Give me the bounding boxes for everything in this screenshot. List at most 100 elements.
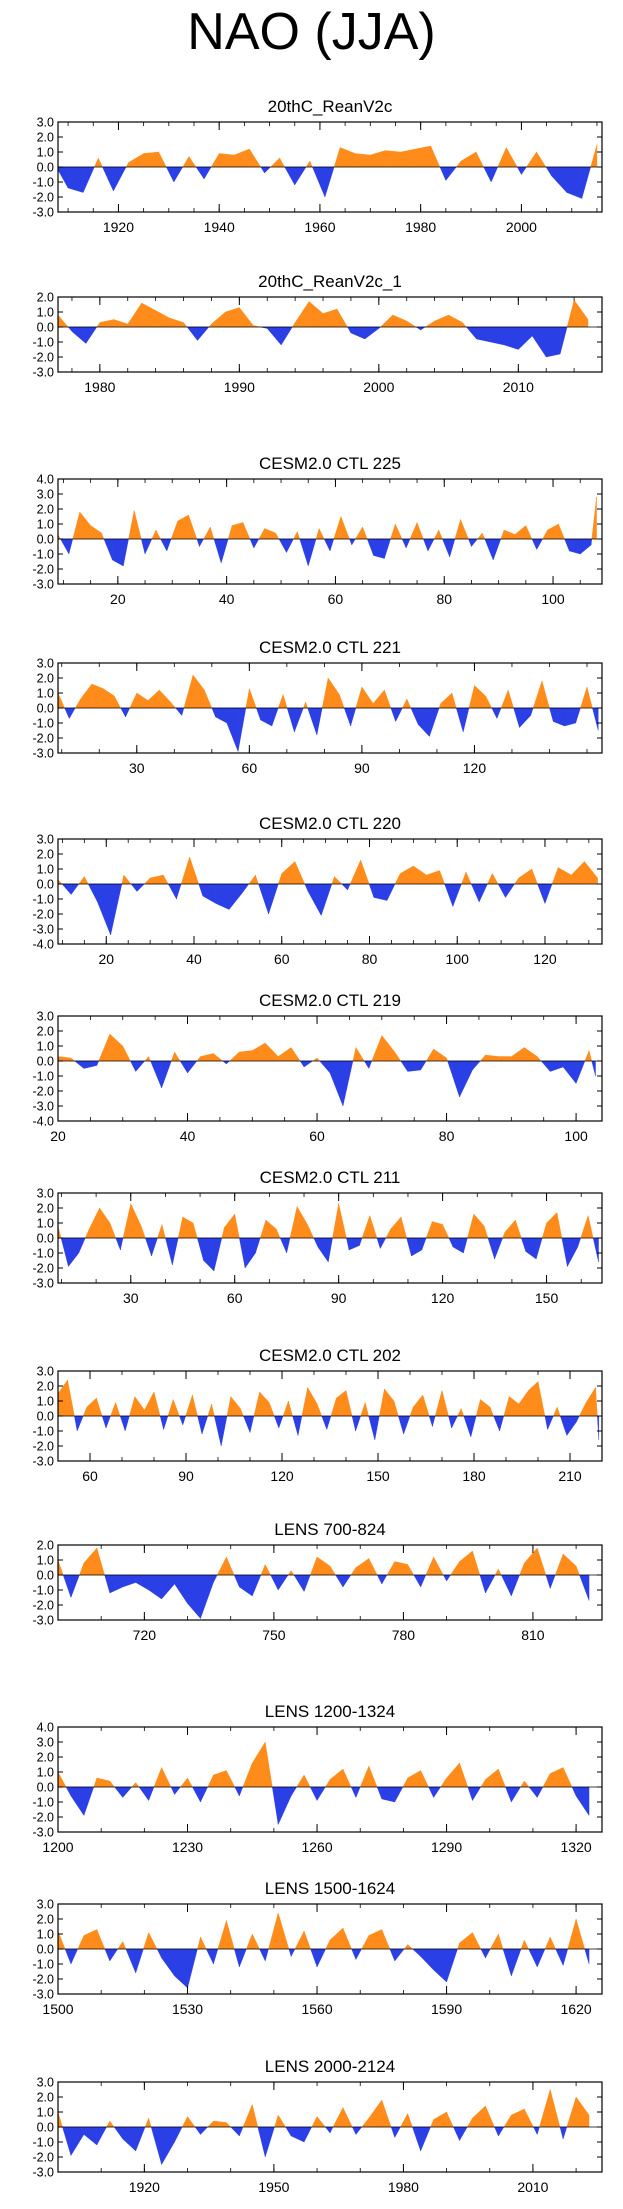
area-segment-24 — [355, 1046, 365, 1062]
area-segment-41 — [500, 529, 505, 540]
area-segment-9 — [171, 1051, 175, 1062]
area-segment-6 — [122, 1574, 136, 1588]
area-segment-23 — [349, 859, 361, 885]
area-segment-21 — [278, 538, 287, 554]
area-segment-42 — [588, 1050, 592, 1062]
area-segment-1 — [57, 166, 69, 189]
area-segment-31 — [369, 1215, 378, 1239]
area-segment-23 — [299, 538, 309, 567]
area-segment-33 — [487, 873, 493, 885]
area-segment-30 — [433, 1786, 441, 1799]
y-tick-label: -3.0 — [32, 2166, 54, 2180]
area-segment-8 — [148, 1574, 162, 1600]
area-segment-14 — [185, 1394, 193, 1417]
chart-title: 20thC_ReanV2c — [268, 97, 393, 116]
area-segment-31 — [446, 1762, 460, 1788]
chart-panel-12: LENS 2000-2124 3.02.01.00.0-1.0-2.0-3.0 19… — [32, 2057, 603, 2195]
area-segment-10 — [174, 1948, 188, 1989]
area-segment-10 — [179, 1060, 188, 1074]
area-segment-2 — [68, 1237, 79, 1268]
area-segment-8 — [153, 1767, 162, 1788]
area-segment-29 — [348, 1237, 360, 1251]
chart-panel-8: CESM2.0 CTL 202 3.02.01.00.0-1.0-2.0-3.0 6… — [32, 1346, 603, 1484]
area-segment-25 — [373, 883, 388, 901]
area-segment-5 — [99, 1207, 111, 1239]
area-segment-41 — [575, 2096, 590, 2128]
y-tick-label: -1.0 — [32, 893, 54, 907]
area-segment-11 — [197, 326, 210, 342]
area-segment-26 — [339, 694, 345, 709]
area-segment-15 — [197, 1415, 203, 1435]
area-segment-3 — [83, 2126, 98, 2146]
area-segment-1 — [57, 1771, 67, 1788]
area-segment-11 — [187, 1060, 198, 1074]
area-segment-35 — [433, 529, 439, 540]
area-segment-26 — [333, 516, 342, 540]
area-segment-31 — [446, 2111, 454, 2128]
y-tick-label: -1.0 — [32, 1070, 54, 1084]
area-segment-39 — [557, 867, 572, 885]
area-segment-5 — [109, 1033, 123, 1062]
area-segment-2 — [67, 1379, 75, 1417]
area-segment-9 — [144, 538, 153, 555]
area-segment-13 — [182, 1216, 194, 1239]
area-segment-20 — [303, 1774, 311, 1788]
area-segment-46 — [547, 523, 559, 540]
area-segment-40 — [562, 2126, 568, 2140]
area-segment-20 — [310, 1948, 318, 1968]
area-segment-1 — [57, 1379, 68, 1417]
area-segment-52 — [547, 1415, 554, 1430]
area-segment-16 — [258, 883, 269, 915]
area-segment-11 — [187, 2115, 196, 2128]
area-segment-42 — [483, 1225, 489, 1239]
area-segment-28 — [317, 1403, 323, 1417]
area-segment-3 — [87, 883, 98, 903]
area-segment-9 — [161, 1060, 172, 1089]
area-segment-55 — [579, 1402, 587, 1417]
area-segment-12 — [218, 153, 235, 168]
area-segment-11 — [192, 1786, 201, 1803]
y-tick-label: 1.0 — [37, 687, 54, 701]
chart-panel-4: CESM2.0 CTL 221 3.02.01.00.0-1.0-2.0-3.0 3… — [32, 638, 603, 776]
area-segment-19 — [294, 861, 306, 885]
x-tick-label: 40 — [186, 951, 202, 967]
y-tick-label: 1.0 — [37, 1928, 54, 1942]
area-segment-19 — [290, 1569, 295, 1576]
area-segment-28 — [460, 151, 477, 168]
area-segment-45 — [480, 1399, 491, 1417]
area-segment-12 — [200, 2126, 209, 2135]
area-segment-33 — [479, 1574, 486, 1594]
area-segment-3 — [79, 511, 91, 540]
area-segment-7 — [119, 1415, 126, 1432]
area-segment-29 — [448, 314, 463, 328]
area-segment-47 — [558, 523, 565, 540]
area-segment-5 — [113, 166, 127, 192]
area-segment-29 — [420, 1770, 429, 1788]
area-segment-6 — [112, 538, 124, 567]
x-tick-label: 120 — [463, 760, 487, 776]
area-segment-33 — [417, 707, 430, 738]
area-segment-23 — [347, 883, 351, 891]
x-tick-label: 1290 — [431, 1839, 462, 1855]
area-segment-38 — [573, 299, 589, 328]
area-segment-31 — [476, 326, 491, 343]
area-segment-28 — [413, 865, 427, 885]
area-segment-34 — [485, 1948, 491, 1959]
area-segment-39 — [491, 707, 498, 719]
area-segment-29 — [330, 1397, 337, 1417]
area-segment-31 — [453, 2126, 460, 2141]
area-segment-41 — [575, 1786, 590, 1817]
x-tick-label: 1320 — [561, 1839, 592, 1855]
area-segment-37 — [403, 1415, 411, 1435]
y-tick-label: 0.0 — [37, 161, 54, 175]
y-tick-label: 2.0 — [37, 1751, 54, 1765]
area-segment-30 — [336, 1390, 347, 1417]
area-segment-34 — [423, 538, 429, 552]
area-segment-40 — [484, 538, 494, 561]
area-segment-18 — [277, 1574, 289, 1591]
area-segment-29 — [420, 2126, 431, 2152]
area-segment-29 — [362, 526, 368, 540]
area-segment-34 — [485, 1574, 496, 1594]
area-segment-31 — [390, 523, 396, 540]
area-segment-36 — [451, 692, 457, 709]
